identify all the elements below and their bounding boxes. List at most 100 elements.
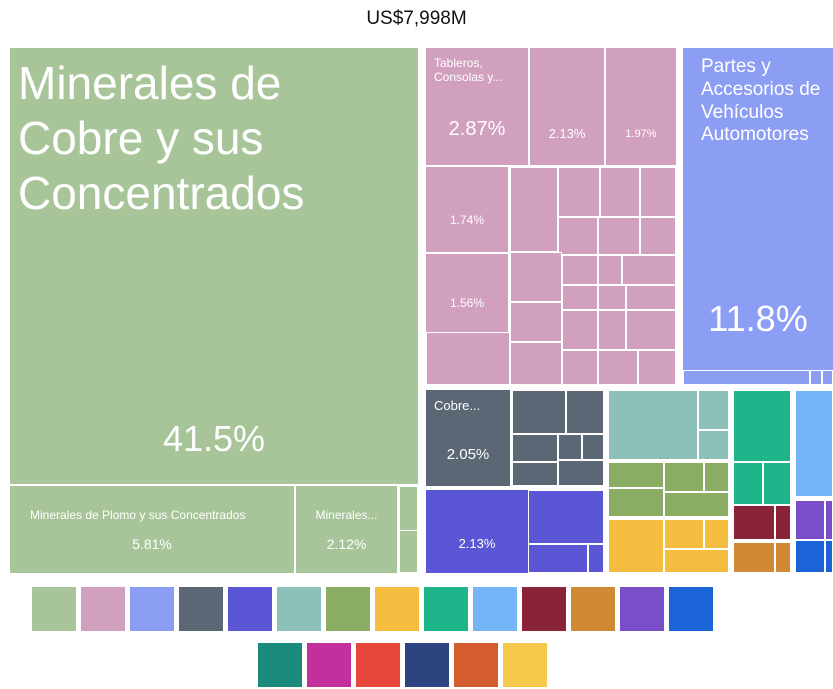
category-icon: [669, 587, 713, 631]
category-icon: [503, 643, 547, 687]
category-icon: [424, 587, 468, 631]
tile-value: 2.05%: [446, 446, 490, 463]
minor-tile: [698, 390, 729, 430]
minor-tile: [562, 255, 598, 285]
minor-tile: [608, 488, 664, 517]
tile-value: 1.56%: [449, 296, 485, 310]
category-icon: [405, 643, 449, 687]
treemap-tile: Minerales de Cobre y sus Concentrados 41.…: [10, 48, 418, 484]
category-icon: [356, 643, 400, 687]
minor-tile: [582, 434, 604, 460]
tile-value: 5.81%: [132, 536, 172, 552]
minor-tile: [733, 542, 775, 573]
minor-tile: [638, 350, 676, 385]
treemap-tile: Partes y Accesorios de Vehículos Automot…: [683, 48, 833, 370]
minor-tile: [795, 390, 833, 497]
tile-label: Partes y Accesorios de Vehículos Automot…: [701, 56, 821, 146]
minor-tile: [733, 390, 791, 462]
chart-title: US$7,998M: [366, 8, 467, 29]
category-icon: [32, 587, 76, 631]
minor-tile: [512, 390, 566, 434]
category-icon: [228, 587, 272, 631]
minor-tile: [763, 462, 791, 505]
minor-tile: [664, 462, 704, 492]
minor-tile: [510, 302, 562, 342]
minor-tile: [399, 530, 418, 573]
minor-tile: [795, 540, 825, 573]
minor-tile: [598, 217, 640, 255]
minor-tile: [510, 342, 562, 385]
minor-tile: [558, 460, 604, 486]
minor-tile: [510, 252, 562, 302]
category-icon: [81, 587, 125, 631]
minor-tile: [608, 462, 664, 488]
category-icon: [454, 643, 498, 687]
treemap-tile: 2.13%: [530, 48, 604, 165]
tile-value: 41.5%: [162, 418, 266, 459]
minor-tile: [733, 505, 775, 540]
minor-tile: [426, 332, 510, 385]
tile-value: 2.13%: [548, 126, 586, 141]
minor-tile: [588, 544, 604, 573]
minor-tile: [775, 542, 791, 573]
minor-tile: [626, 310, 676, 350]
minor-tile: [528, 490, 604, 544]
minor-tile: [598, 350, 638, 385]
category-icon: [326, 587, 370, 631]
minor-tile: [558, 217, 598, 255]
treemap-tile: 2.13%: [426, 490, 528, 573]
minor-tile: [822, 370, 833, 385]
category-icon: [179, 587, 223, 631]
minor-tile: [600, 167, 640, 217]
minor-tile: [608, 519, 664, 573]
tile-label: Tableros, Consolas y...: [434, 56, 503, 85]
minor-tile: [698, 430, 729, 460]
minor-tile: [528, 544, 588, 573]
minor-tile: [810, 370, 822, 385]
tile-value: 1.97%: [625, 128, 657, 140]
minor-tile: [640, 167, 676, 217]
treemap-tile: Minerales... 2.12%: [296, 486, 397, 573]
minor-tile: [664, 492, 729, 517]
category-icon: [473, 587, 517, 631]
treemap-tile: Minerales de Plomo y sus Concentrados 5.8…: [10, 486, 294, 573]
tile-value: 1.74%: [449, 213, 485, 227]
treemap-tile: 1.97%: [606, 48, 676, 165]
treemap-tile: 1.74%: [426, 167, 508, 252]
minor-tile: [512, 462, 558, 486]
tile-value: 2.12%: [326, 536, 367, 552]
minor-tile: [510, 167, 558, 252]
minor-tile: [558, 434, 582, 460]
category-icon: [277, 587, 321, 631]
category-icon: [571, 587, 615, 631]
minor-tile: [664, 519, 704, 549]
tile-value: 2.13%: [458, 536, 496, 551]
minor-tile: [598, 285, 626, 310]
minor-tile: [704, 462, 729, 492]
minor-tile: [795, 500, 825, 540]
minor-tile: [825, 540, 833, 573]
minor-tile: [558, 167, 600, 217]
treemap-tile: Tableros, Consolas y... 2.87%: [426, 48, 528, 165]
minor-tile: [775, 505, 791, 540]
minor-tile: [598, 310, 626, 350]
minor-tile: [683, 370, 810, 385]
minor-tile: [622, 255, 676, 285]
minor-tile: [562, 350, 598, 385]
minor-tile: [704, 519, 729, 549]
minor-tile: [608, 390, 698, 460]
category-icon: [522, 587, 566, 631]
tile-label: Minerales de Cobre y sus Concentrados: [18, 57, 305, 220]
tile-value: 11.8%: [708, 298, 808, 339]
minor-tile: [733, 462, 763, 505]
minor-tile: [512, 434, 558, 462]
category-icon: [258, 643, 302, 687]
minor-tile: [566, 390, 604, 434]
tile-value: 2.87%: [448, 118, 506, 140]
treemap-tile: 1.56%: [426, 254, 508, 332]
category-icon: [375, 587, 419, 631]
tile-label: Minerales de Plomo y sus Concentrados: [30, 508, 246, 522]
treemap-tile: Cobre... 2.05%: [426, 390, 510, 486]
minor-tile: [825, 500, 833, 540]
